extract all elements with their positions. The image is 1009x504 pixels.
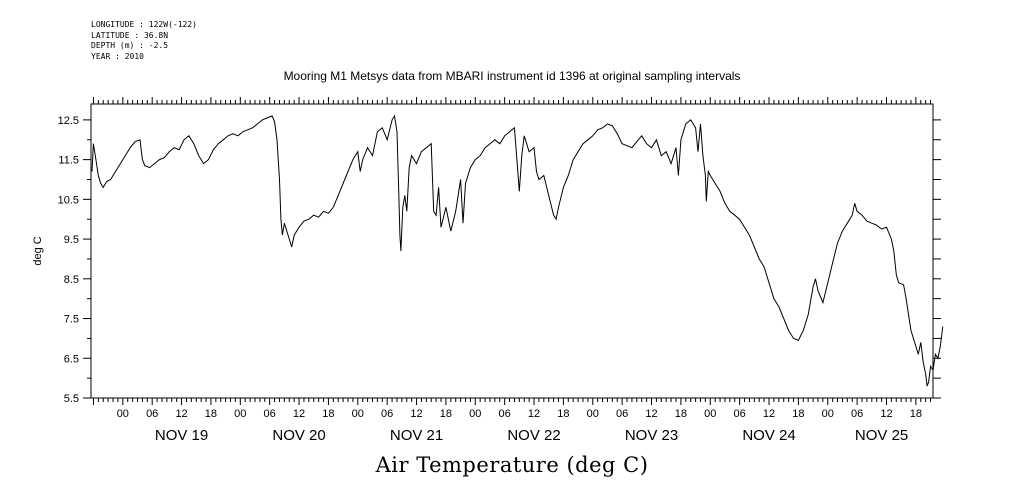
longitude-label: LONGITUDE : 122W(-122) [91,20,197,29]
y-tick-label: 10.5 [58,194,79,206]
hour-tick-label: 18 [675,408,687,420]
day-label: NOV 19 [155,427,208,444]
day-label: NOV 23 [625,427,678,444]
y-tick-label: 8.5 [64,274,79,286]
axis-ticks [83,97,941,405]
x-axis-label: Air Temperature (deg C) [375,453,649,477]
hour-tick-label: 12 [880,408,892,420]
y-tick-label: 11.5 [58,155,79,167]
metadata-block: LONGITUDE : 122W(-122) LATITUDE : 36.8N … [91,20,197,62]
hour-tick-label: 00 [117,408,129,420]
y-tick-label: 5.5 [64,393,79,405]
year-label: YEAR : 2010 [91,51,144,61]
y-tick-label: 12.5 [58,115,79,127]
y-tick-label: 7.5 [64,314,79,326]
hour-tick-label: 06 [499,408,511,420]
hour-tick-label: 18 [440,408,452,420]
y-tick-label: 6.5 [64,353,79,365]
day-label: NOV 20 [272,427,325,444]
day-label: NOV 22 [507,427,560,444]
hour-tick-label: 12 [763,408,775,420]
hour-tick-label: 06 [734,408,746,420]
day-label: NOV 25 [855,427,908,444]
day-label: NOV 24 [742,427,795,444]
hour-tick-label: 06 [616,408,628,420]
hour-tick-label: 00 [352,408,364,420]
y-tick-label: 9.5 [64,234,79,246]
hour-tick-label: 18 [910,408,922,420]
hour-tick-label: 06 [146,408,158,420]
depth-label: DEPTH (m) : -2.5 [91,41,169,50]
hour-tick-label: 12 [410,408,422,420]
plot-frame [90,103,934,399]
hour-tick-label: 00 [822,408,834,420]
chart-title: Mooring M1 Metsys data from MBARI instru… [283,69,741,83]
hour-tick-label: 00 [234,408,246,420]
series-line [91,114,944,387]
hour-tick-label: 00 [587,408,599,420]
hour-tick-label: 18 [322,408,334,420]
latitude-label: LATITUDE : 36.8N [91,30,169,40]
hour-tick-label: 12 [293,408,305,420]
y-axis-label: deg C [32,236,44,265]
hour-tick-label: 18 [792,408,804,420]
hour-tick-label: 18 [205,408,217,420]
hour-tick-label: 12 [175,408,187,420]
hour-tick-label: 12 [528,408,540,420]
hour-tick-label: 06 [264,408,276,420]
hour-tick-label: 00 [704,408,716,420]
hour-tick-label: 18 [557,408,569,420]
axis-labels: 5.5 6.5 7.5 8.5 9.5 10.5 11.5 12.5 00 06 12 18 00 06 1… [58,115,922,444]
hour-tick-label: 06 [851,408,863,420]
hour-tick-label: 12 [645,408,657,420]
day-label: NOV 21 [390,427,443,444]
hour-tick-label: 06 [381,408,393,420]
hour-tick-label: 00 [469,408,481,420]
